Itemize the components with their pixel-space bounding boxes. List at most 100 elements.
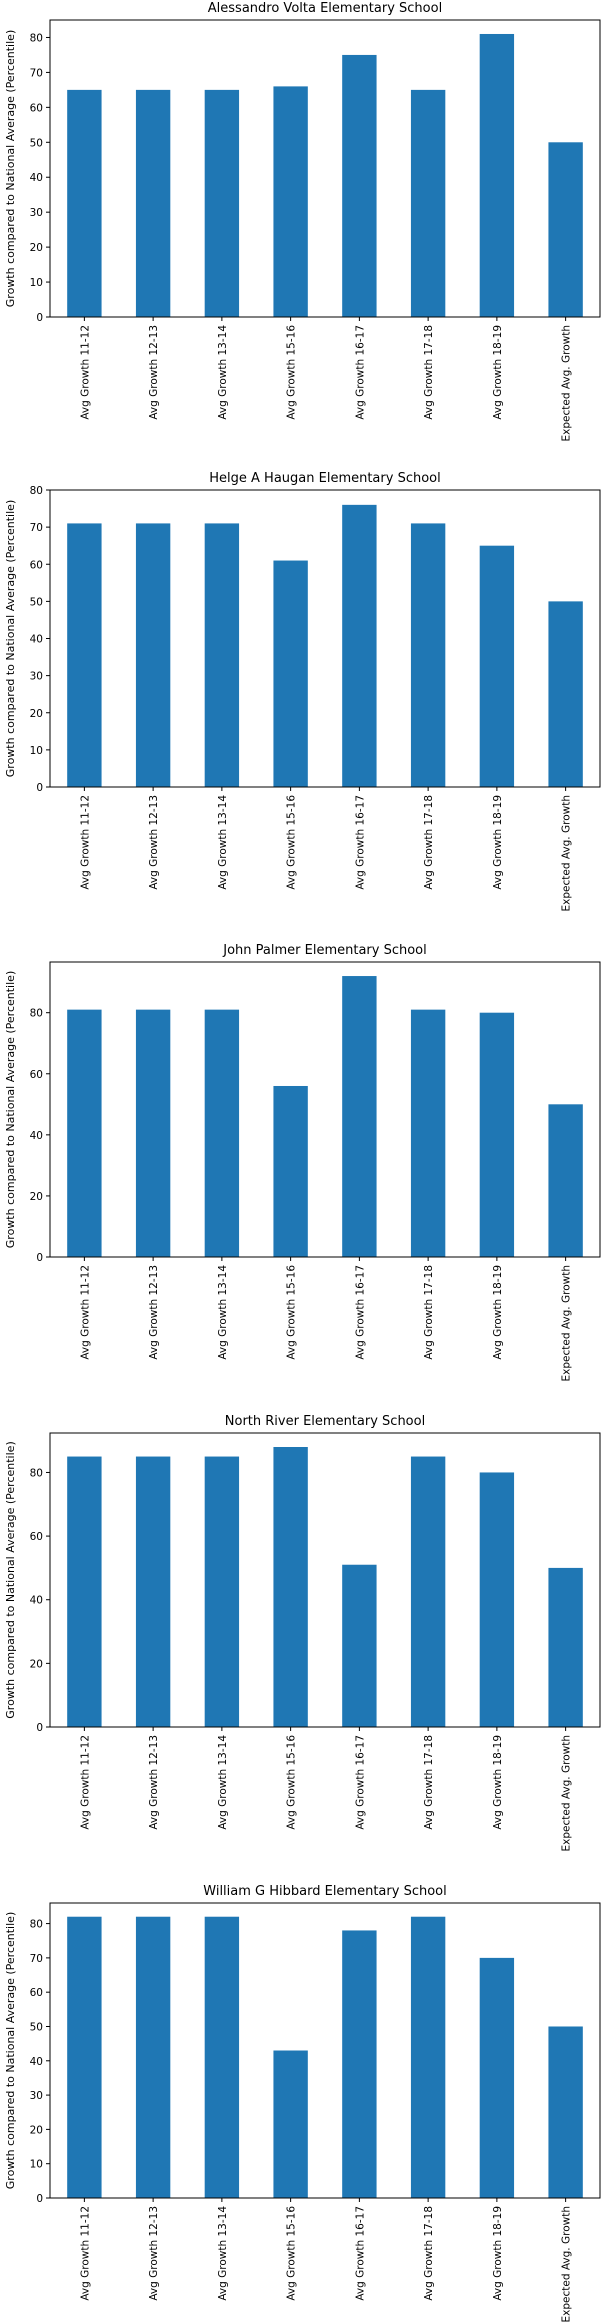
y-axis-label: Growth compared to National Average (Per… bbox=[4, 971, 17, 1248]
x-tick-label: Avg Growth 18-19 bbox=[492, 1735, 504, 1830]
x-tick-label: Avg Growth 18-19 bbox=[492, 2206, 504, 2301]
y-tick-label: 80 bbox=[30, 32, 43, 44]
y-tick-label: 60 bbox=[30, 1531, 43, 1543]
bar-4 bbox=[273, 560, 308, 787]
y-tick-label: 0 bbox=[36, 1722, 43, 1734]
x-tick-label: Avg Growth 17-18 bbox=[423, 1265, 435, 1360]
y-tick-label: 50 bbox=[30, 2021, 43, 2033]
y-axis-label: Growth compared to National Average (Per… bbox=[4, 500, 17, 777]
y-tick-label: 30 bbox=[30, 207, 43, 219]
x-tick-label: Avg Growth 11-12 bbox=[79, 795, 91, 890]
y-tick-label: 60 bbox=[30, 1069, 43, 1081]
x-tick-label: Avg Growth 11-12 bbox=[79, 1265, 91, 1360]
chart-title: Alessandro Volta Elementary School bbox=[208, 1, 442, 16]
bar-1 bbox=[67, 1009, 102, 1257]
bar-5 bbox=[342, 54, 377, 318]
y-tick-label: 20 bbox=[30, 2124, 43, 2136]
bar-2 bbox=[135, 1009, 171, 1257]
plot-frame bbox=[49, 961, 601, 1258]
bar-chart-2: Helge A Haugan Elementary School Growth c… bbox=[4, 471, 601, 911]
y-tick-label: 30 bbox=[30, 671, 43, 683]
x-tick-label: Avg Growth 15-16 bbox=[286, 1265, 298, 1360]
x-tick-label: Expected Avg. Growth bbox=[561, 2206, 573, 2322]
bar-1 bbox=[67, 523, 102, 787]
y-tick-label: 20 bbox=[30, 708, 43, 720]
bar-5 bbox=[342, 504, 377, 787]
bar-8 bbox=[548, 142, 583, 317]
bar-1 bbox=[67, 1456, 102, 1727]
y-tick-label: 50 bbox=[30, 137, 43, 149]
x-tick-label: Avg Growth 13-14 bbox=[217, 1735, 229, 1830]
x-tick-label: Avg Growth 12-13 bbox=[148, 2206, 160, 2301]
x-tick-label: Avg Growth 13-14 bbox=[217, 2206, 229, 2301]
bar-8 bbox=[548, 2026, 583, 2198]
bar-6 bbox=[410, 1009, 446, 1257]
bar-7 bbox=[479, 1957, 515, 2198]
y-tick-label: 20 bbox=[30, 1191, 43, 1203]
bar-3 bbox=[204, 523, 240, 787]
x-tick-label: Avg Growth 17-18 bbox=[423, 1735, 435, 1830]
y-tick-label: 60 bbox=[30, 559, 43, 571]
x-tick-label: Avg Growth 15-16 bbox=[286, 2206, 298, 2301]
x-tick-label: Avg Growth 12-13 bbox=[148, 1265, 160, 1360]
y-tick-label: 80 bbox=[30, 1919, 43, 1931]
x-tick-label: Avg Growth 17-18 bbox=[423, 2206, 435, 2301]
chart-title: William G Hibbard Elementary School bbox=[203, 1884, 446, 1899]
bar-3 bbox=[204, 1009, 240, 1257]
bar-5 bbox=[342, 976, 377, 1257]
bar-5 bbox=[342, 1930, 377, 2198]
y-tick-label: 40 bbox=[30, 1595, 43, 1607]
plot-frame bbox=[49, 1432, 601, 1728]
plot-frame bbox=[49, 489, 601, 788]
bar-8 bbox=[548, 1567, 583, 1727]
bar-6 bbox=[410, 89, 446, 317]
y-tick-label: 70 bbox=[30, 522, 43, 534]
y-tick-label: 80 bbox=[30, 1467, 43, 1479]
bar-7 bbox=[479, 545, 515, 787]
x-tick-label: Avg Growth 11-12 bbox=[79, 2206, 91, 2301]
bar-5 bbox=[342, 1564, 377, 1727]
y-tick-label: 60 bbox=[30, 102, 43, 114]
bar-1 bbox=[67, 1916, 102, 2198]
y-tick-label: 80 bbox=[30, 1008, 43, 1020]
x-tick-label: Expected Avg. Growth bbox=[561, 325, 573, 441]
x-tick-label: Avg Growth 12-13 bbox=[148, 1735, 160, 1830]
y-tick-label: 30 bbox=[30, 2090, 43, 2102]
chart-title: John Palmer Elementary School bbox=[222, 943, 427, 958]
y-tick-label: 10 bbox=[30, 2159, 43, 2171]
bar-chart-3: John Palmer Elementary School Growth comp… bbox=[4, 943, 601, 1381]
y-tick-label: 40 bbox=[30, 2056, 43, 2068]
plot-frame bbox=[49, 19, 601, 318]
bar-3 bbox=[204, 89, 240, 317]
bar-6 bbox=[410, 1916, 446, 2198]
bar-7 bbox=[479, 33, 515, 317]
y-tick-label: 80 bbox=[30, 485, 43, 497]
bar-2 bbox=[135, 89, 171, 317]
y-tick-label: 40 bbox=[30, 1130, 43, 1142]
bar-7 bbox=[479, 1012, 515, 1257]
bar-2 bbox=[135, 523, 171, 787]
x-tick-label: Avg Growth 18-19 bbox=[492, 325, 504, 420]
bar-chart-4: North River Elementary School Growth comp… bbox=[4, 1414, 601, 1851]
y-tick-label: 10 bbox=[30, 277, 43, 289]
x-tick-label: Expected Avg. Growth bbox=[561, 1735, 573, 1851]
y-tick-label: 40 bbox=[30, 172, 43, 184]
bar-4 bbox=[273, 1447, 308, 1727]
bar-3 bbox=[204, 1456, 240, 1727]
y-tick-label: 70 bbox=[30, 67, 43, 79]
bar-chart-5: William G Hibbard Elementary School Growt… bbox=[4, 1884, 601, 2322]
x-tick-label: Avg Growth 16-17 bbox=[354, 2206, 366, 2301]
x-tick-label: Avg Growth 13-14 bbox=[217, 795, 229, 890]
x-tick-label: Expected Avg. Growth bbox=[561, 1265, 573, 1381]
bar-4 bbox=[273, 1085, 308, 1257]
x-tick-label: Avg Growth 11-12 bbox=[79, 325, 91, 420]
bar-8 bbox=[548, 1104, 583, 1257]
x-tick-label: Avg Growth 13-14 bbox=[217, 325, 229, 420]
y-tick-label: 0 bbox=[36, 782, 43, 794]
x-tick-label: Avg Growth 12-13 bbox=[148, 325, 160, 420]
bar-8 bbox=[548, 601, 583, 787]
bar-4 bbox=[273, 86, 308, 317]
x-tick-label: Avg Growth 17-18 bbox=[423, 325, 435, 420]
x-tick-label: Avg Growth 16-17 bbox=[354, 325, 366, 420]
